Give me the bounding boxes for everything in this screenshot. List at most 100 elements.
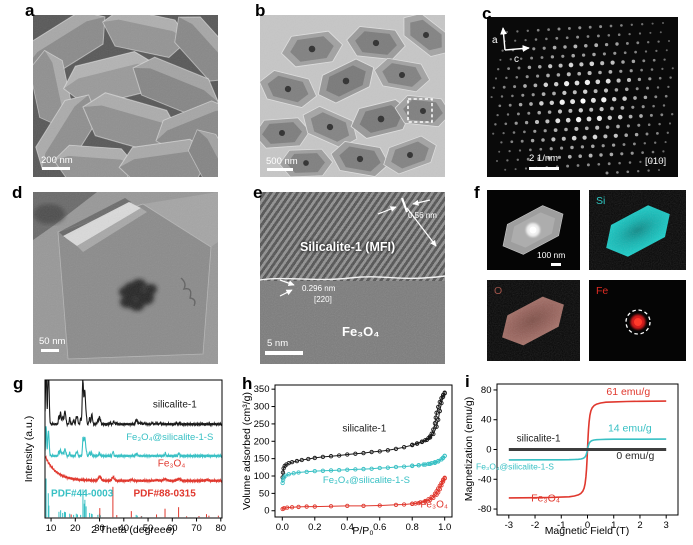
diffraction-spot [552,91,556,96]
diffraction-spot [630,23,633,26]
diffraction-spot [515,76,519,79]
diffraction-spot [595,79,601,85]
diffraction-spot [498,150,501,153]
phase-label-fe3o4: Fe₃O₄ [342,324,380,339]
marker [328,454,334,459]
marker [393,446,399,452]
diffraction-spot [631,59,636,64]
annotation: 14 emu/g [608,423,652,435]
diffraction-spot [521,93,525,97]
diffraction-spot [662,104,666,107]
marker [328,468,334,473]
diffraction-spot [594,43,599,48]
eds-map-fe: Fe [589,280,686,361]
scale-bar-label: 2 1/nm [529,153,559,164]
diffraction-spot [561,54,565,58]
x-tick-label: 70 [191,523,202,534]
marker [304,469,309,474]
sem-crystals [33,15,218,177]
marker [436,417,441,422]
panel-e-letter: e [253,183,263,202]
diffraction-spot [599,25,603,29]
element-label-o: O [494,285,503,297]
diffraction-spot [596,115,602,121]
diffraction-spot [630,151,634,155]
tem-closeup-image: 50 nm [33,192,218,364]
marker [410,463,415,468]
diffraction-spot [527,65,532,70]
y-tick-label: -80 [478,504,492,515]
x-tick-label: 30 [94,523,105,534]
diffraction-spot [616,124,620,129]
element-label-fe: Fe [596,285,609,297]
diffraction-spot [659,31,662,34]
diffraction-spot [603,88,609,93]
fe-map-graphic [625,309,651,335]
scale-bar [41,349,59,352]
marker [432,421,438,426]
scale-bar [265,351,303,355]
o-map-graphic [487,280,580,361]
marker [437,408,442,414]
diffraction-spot [671,67,674,70]
marker [336,467,342,473]
marker [440,392,446,398]
y-tick-label: 0 [264,506,269,517]
marker [434,424,439,429]
diffraction-spot [641,105,645,109]
marker [320,454,326,460]
marker [434,410,439,415]
diffraction-spot [651,22,654,25]
marker [377,503,382,508]
diffraction-spot [605,125,610,129]
xrd-series-0 [44,380,223,428]
diffraction-spot [637,123,641,127]
diffraction-spot [548,64,553,69]
diffraction-spot [617,114,623,120]
diffraction-spot [567,26,571,30]
diffraction-spot [589,61,595,67]
diffraction-spot [547,156,551,160]
diffraction-spot [608,70,613,74]
diffraction-spot [537,110,541,115]
marker [289,505,295,510]
diffraction-spot [524,167,528,170]
diffraction-spot [530,138,535,143]
marker [439,457,444,462]
annotation: Fe₃O₄@silicalite-1-S [126,432,213,443]
diffraction-spot [626,124,630,128]
diffraction-spot [649,31,652,34]
diffraction-spot [587,71,592,76]
diffraction-spot [539,101,544,106]
diffraction-spot [580,145,585,149]
x-axis-label: 2 Theta (degreee) [91,524,175,536]
diffraction-spot [499,58,502,61]
diffraction-spot [656,132,659,135]
diffraction-spot [600,61,605,66]
diffraction-spot [589,107,594,112]
annotation: 0 emu/g [616,450,654,462]
diffraction-spot [500,141,503,144]
diffraction-spot [508,103,512,107]
y-tick-label: -40 [478,474,492,485]
diffraction-spot [607,162,611,166]
diffraction-spot [500,95,504,98]
x-tick-label: 40 [119,523,130,534]
marker [336,453,342,458]
diffraction-spot [497,68,500,71]
diffraction-pattern: a c 2 1/nm [010] [487,17,678,177]
eds-map-o: O [487,280,580,361]
diffraction-spot [584,44,588,48]
diffraction-spot [617,33,621,36]
haadf-image: 100 nm [487,190,580,270]
diffraction-spot [624,133,628,137]
diffraction-spot [610,60,615,65]
diffraction-spot [514,168,517,171]
isotherm-desorption-2 [412,477,446,505]
diffraction-spot [592,134,598,140]
diffraction-spot [555,36,559,40]
diffraction-spot [533,129,537,133]
diffraction-spot [671,113,674,116]
diffraction-spot [543,129,547,133]
saed-dots [490,22,674,175]
